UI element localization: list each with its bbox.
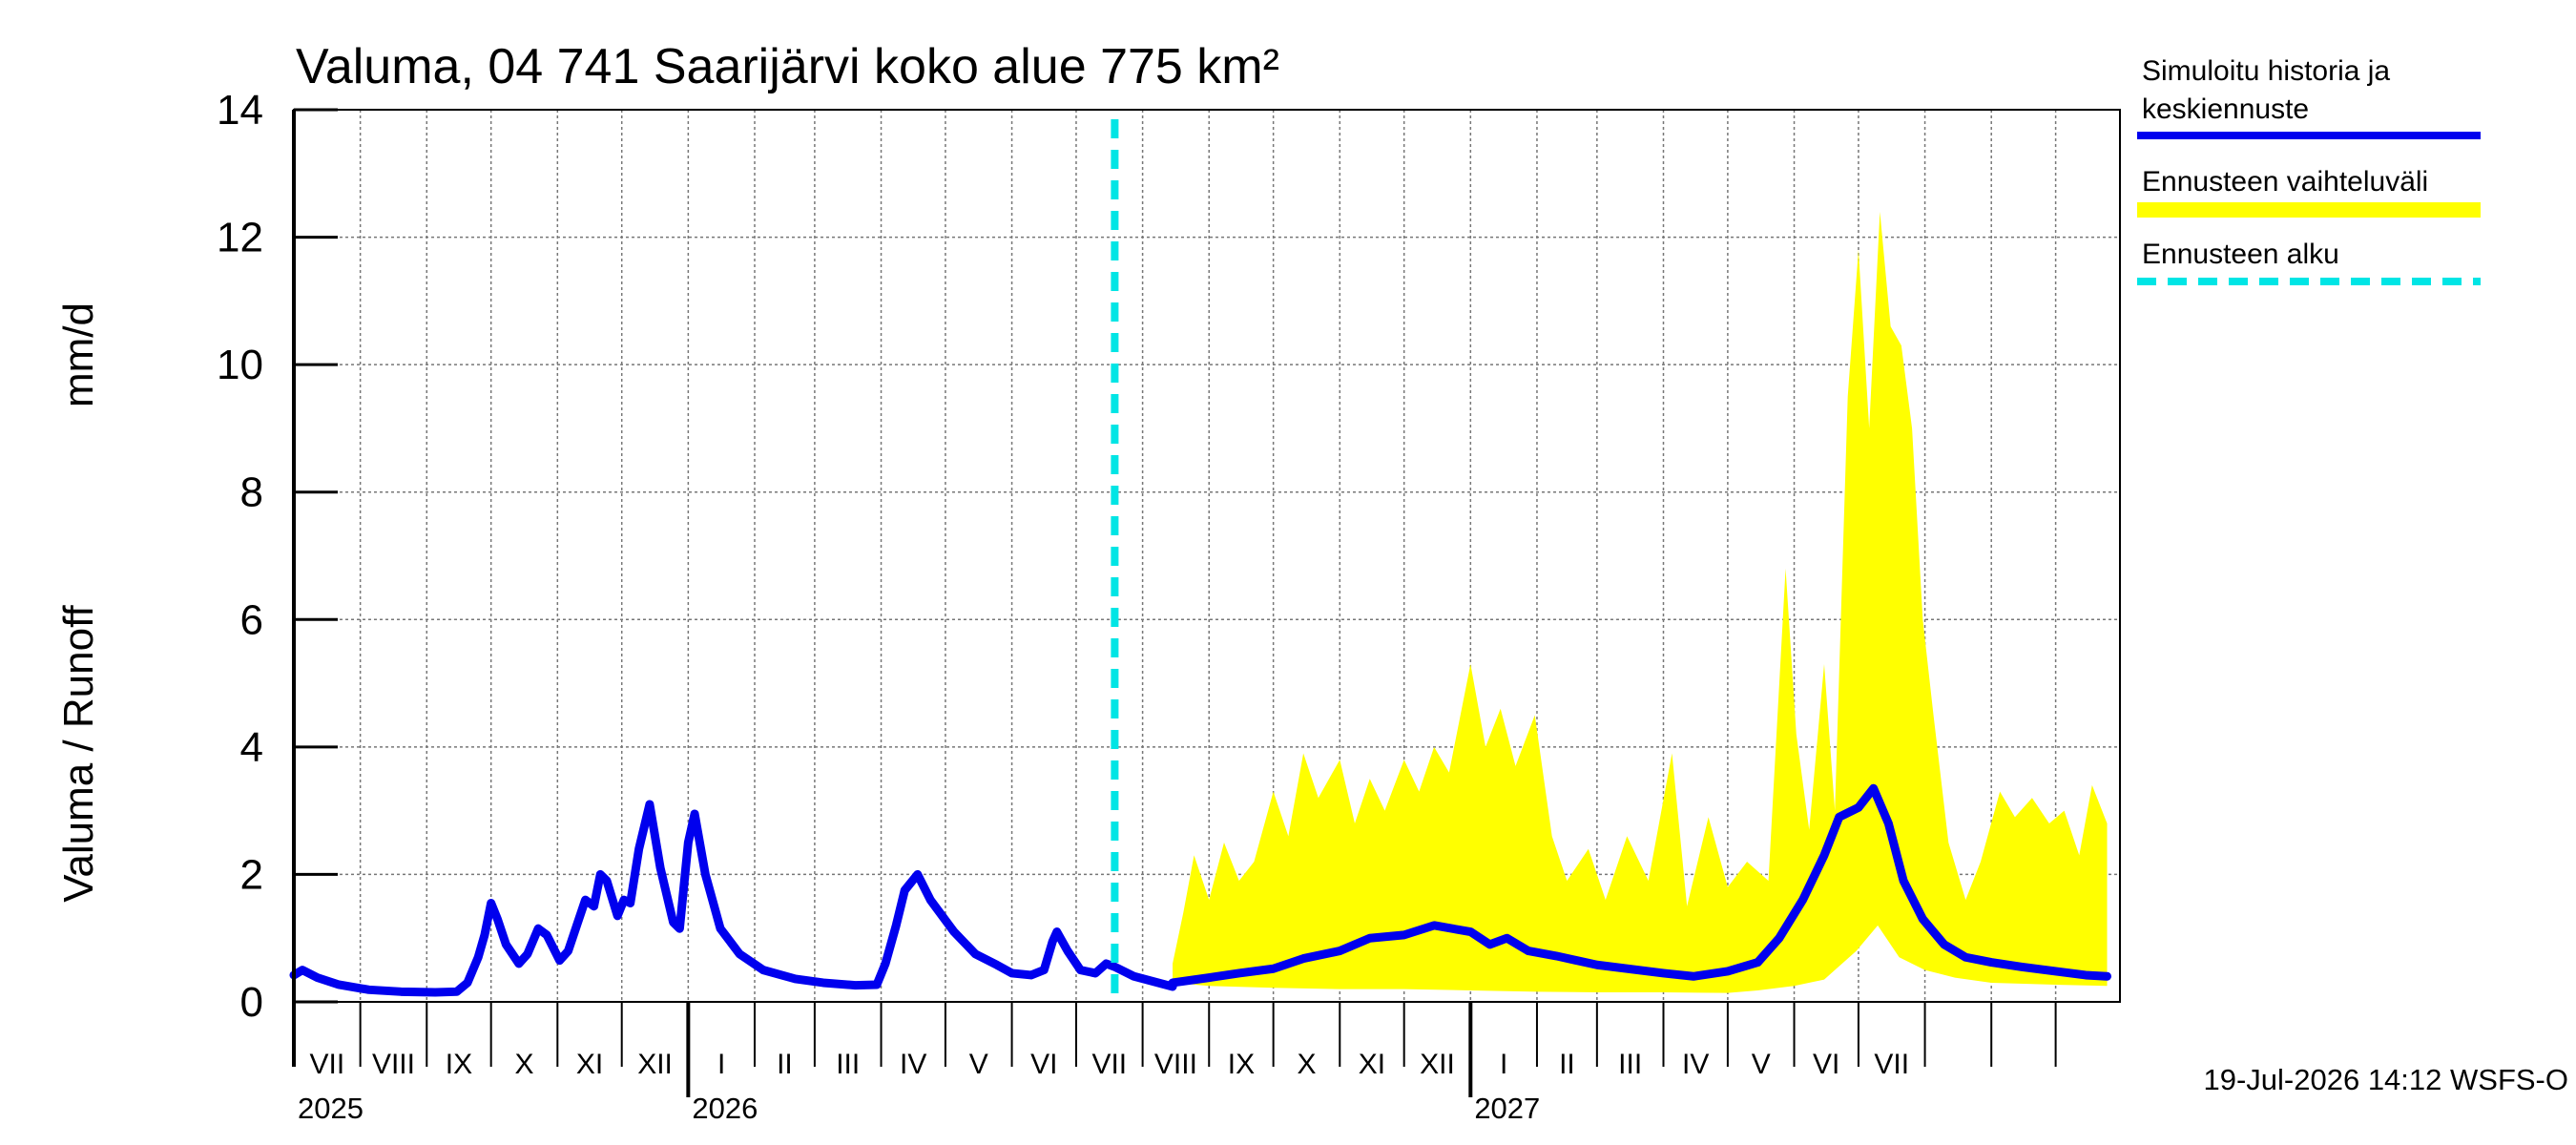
month-label-13: VIII <box>1154 1049 1197 1080</box>
legend-swatch-band <box>2137 202 2481 218</box>
month-label-21: IV <box>1682 1049 1709 1080</box>
y-tick-label-3: 6 <box>240 596 263 643</box>
chart-title: Valuma, 04 741 Saarijärvi koko alue 775 … <box>296 39 1279 94</box>
series-line-0 <box>289 800 1177 997</box>
legend-label-history-line1: Simuloitu historia ja <box>2142 55 2390 87</box>
year-label-0: 2025 <box>298 1092 364 1125</box>
month-label-18: I <box>1500 1049 1507 1080</box>
month-label-7: II <box>777 1049 793 1080</box>
y-tick-label-1: 2 <box>240 851 263 898</box>
legend-label-history-line2: keskiennuste <box>2142 94 2309 125</box>
year-label-1: 2026 <box>692 1092 758 1125</box>
series-lines <box>289 783 2112 997</box>
month-label-15: X <box>1297 1049 1316 1080</box>
y-axis-unit: mm/d <box>55 302 102 407</box>
month-label-8: III <box>836 1049 860 1080</box>
series-line-1 <box>1168 783 2112 988</box>
month-label-4: XI <box>576 1049 603 1080</box>
month-label-9: IV <box>900 1049 926 1080</box>
month-label-12: VII <box>1091 1049 1127 1080</box>
legend-label-band: Ennusteen vaihteluväli <box>2142 166 2428 198</box>
month-label-10: V <box>969 1049 988 1080</box>
month-label-19: II <box>1559 1049 1575 1080</box>
month-label-2: IX <box>446 1049 472 1080</box>
y-axis-label: Valuma / Runoff <box>55 605 102 903</box>
timestamp: 19-Jul-2026 14:12 WSFS-O <box>2203 1063 2568 1096</box>
month-label-20: III <box>1618 1049 1642 1080</box>
month-label-23: VI <box>1813 1049 1839 1080</box>
y-tick-label-7: 14 <box>217 87 263 134</box>
month-label-16: XI <box>1359 1049 1385 1080</box>
y-tick-label-2: 4 <box>240 724 263 771</box>
y-tick-label-5: 10 <box>217 342 263 388</box>
month-label-14: IX <box>1228 1049 1255 1080</box>
year-label-2: 2027 <box>1474 1092 1540 1125</box>
legend-swatch-history <box>2137 132 2481 139</box>
y-tick-label-0: 0 <box>240 979 263 1026</box>
legend-label-forecast: Ennusteen alku <box>2142 239 2339 270</box>
y-tick-label-4: 8 <box>240 469 263 516</box>
month-label-24: VII <box>1874 1049 1909 1080</box>
month-label-6: I <box>717 1049 725 1080</box>
month-label-0: VII <box>309 1049 344 1080</box>
month-label-3: X <box>514 1049 533 1080</box>
month-label-17: XII <box>1420 1049 1455 1080</box>
month-label-11: VI <box>1030 1049 1057 1080</box>
legend: Simuloitu historia ja keskiennuste Ennus… <box>2137 55 2481 285</box>
month-label-5: XII <box>637 1049 673 1080</box>
month-label-1: VIII <box>372 1049 415 1080</box>
y-tick-label-6: 12 <box>217 215 263 261</box>
month-label-22: V <box>1752 1049 1771 1080</box>
